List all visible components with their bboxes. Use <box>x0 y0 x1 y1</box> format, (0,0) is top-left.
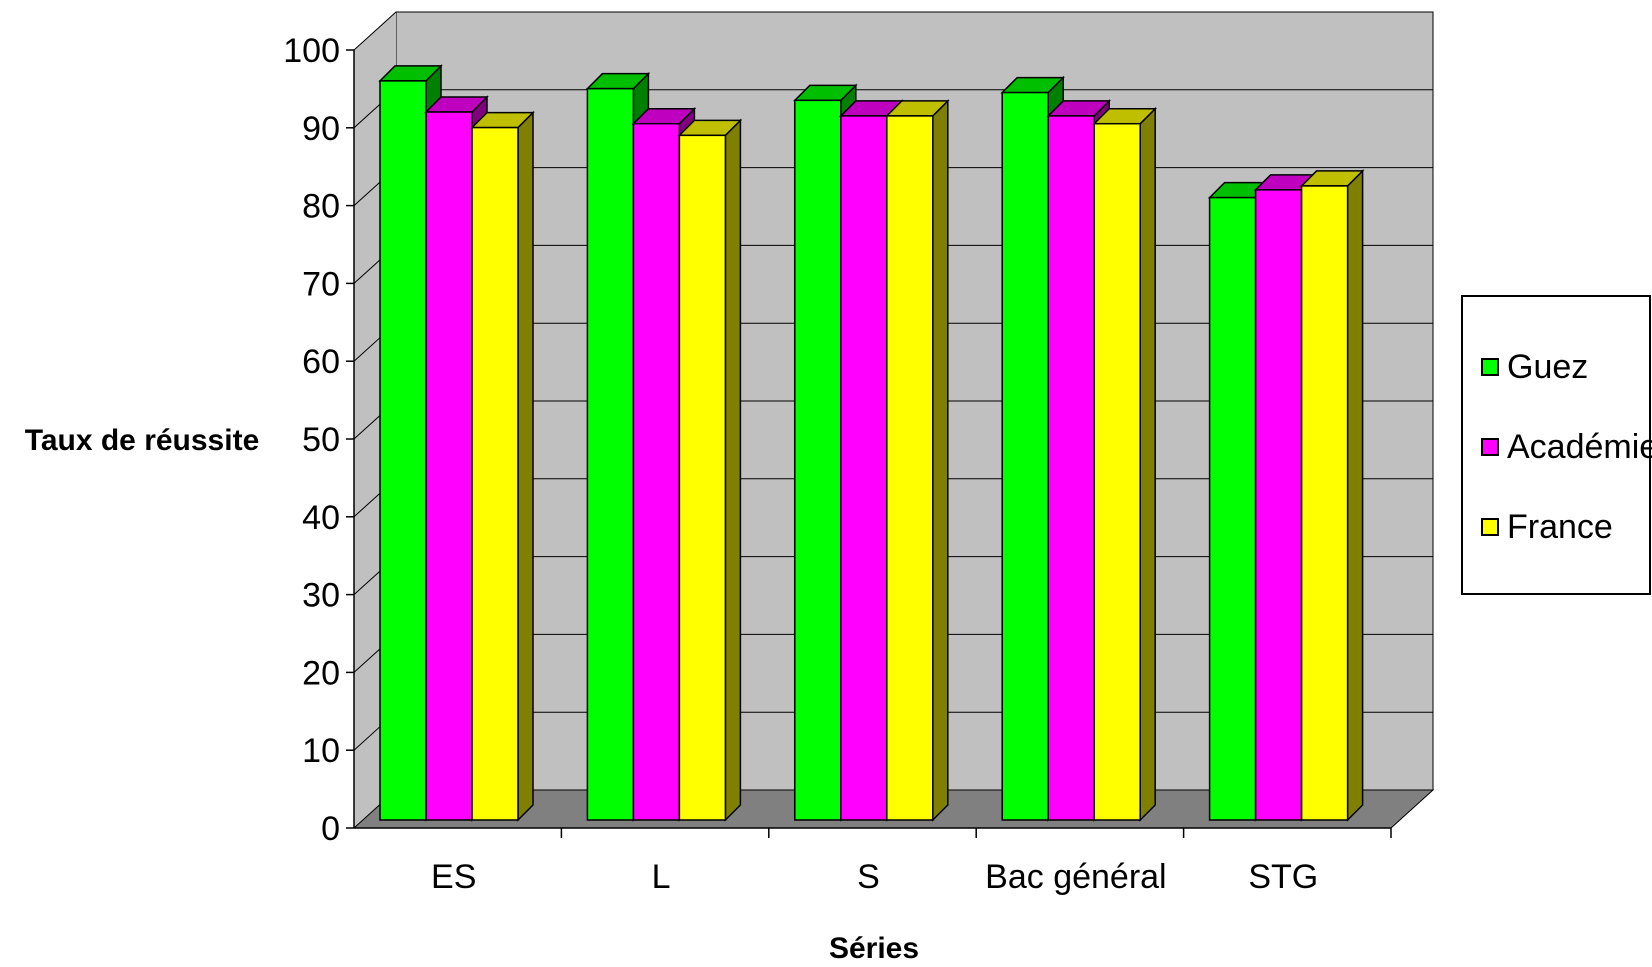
y-tick-label: 90 <box>302 110 340 148</box>
legend: Guez Académie France <box>1461 295 1652 595</box>
y-tick-label: 100 <box>283 32 340 70</box>
legend-label-guez: Guez <box>1507 347 1589 386</box>
y-axis-title: Taux de réussite <box>25 424 260 457</box>
bar <box>1092 106 1158 822</box>
legend-item-france: France <box>1481 507 1613 547</box>
axes <box>346 49 1392 838</box>
x-tick-label: Bac général <box>985 858 1166 896</box>
y-tick-label: 50 <box>302 421 340 459</box>
x-tick-label: STG <box>1248 858 1318 896</box>
axis-labels: 0 10 20 30 40 50 60 70 80 90 100 ES L S Bac général STG <box>283 32 1318 896</box>
x-tick-label: L <box>652 858 671 896</box>
legend-swatch-academie <box>1481 438 1499 456</box>
x-axis-title: Séries <box>829 932 919 965</box>
legend-label-academie: Académie <box>1507 427 1652 466</box>
legend-item-academie: Académie <box>1481 427 1652 467</box>
y-tick-label: 70 <box>302 265 340 303</box>
gridline <box>353 11 1433 51</box>
y-tick-label: 40 <box>302 499 340 537</box>
bar <box>470 110 535 822</box>
bar <box>677 118 743 822</box>
y-tick-label: 30 <box>302 577 340 615</box>
x-tick-label: ES <box>431 858 476 896</box>
y-tick-label: 80 <box>302 188 340 226</box>
bar <box>1299 169 1365 822</box>
y-tick-label: 20 <box>302 654 340 692</box>
y-tick-label: 0 <box>321 810 340 848</box>
legend-label-france: France <box>1507 507 1613 546</box>
legend-item-guez: Guez <box>1481 347 1588 387</box>
legend-swatch-guez <box>1481 358 1499 376</box>
y-tick-label: 60 <box>302 343 340 381</box>
y-tick-label: 10 <box>302 732 340 770</box>
legend-swatch-france <box>1481 518 1499 536</box>
bar <box>884 99 950 822</box>
x-tick-label: S <box>857 858 880 896</box>
bars <box>378 64 1365 822</box>
